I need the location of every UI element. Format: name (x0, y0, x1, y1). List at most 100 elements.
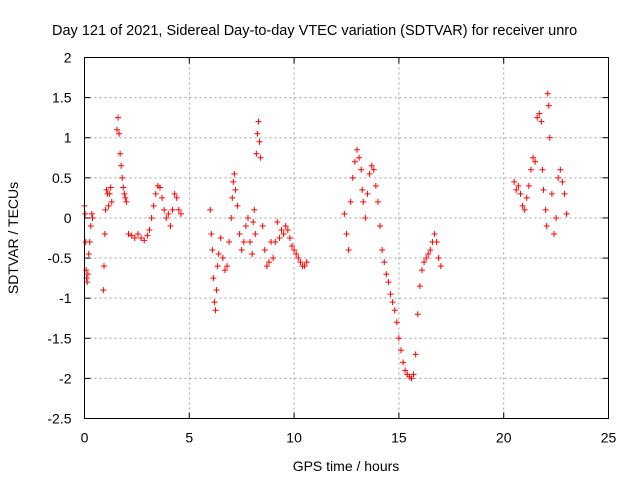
data-point (349, 174, 356, 181)
data-point (553, 214, 560, 221)
data-point (427, 247, 434, 254)
data-point (545, 102, 552, 109)
data-point (108, 198, 115, 205)
data-marks (81, 90, 570, 382)
y-tick-label: 1.5 (52, 90, 72, 106)
data-point (527, 166, 534, 173)
data-point (84, 279, 91, 286)
data-point (410, 371, 417, 378)
data-point (128, 232, 135, 239)
data-point (379, 247, 386, 254)
data-point (412, 351, 419, 358)
data-point (278, 226, 285, 233)
data-point (87, 222, 94, 229)
data-point (368, 162, 375, 169)
data-point (525, 182, 532, 189)
data-point (113, 126, 120, 133)
data-point (226, 239, 233, 246)
data-point (519, 202, 526, 209)
data-point (169, 206, 176, 213)
data-point (397, 347, 404, 354)
x-tick-label: 5 (185, 430, 193, 446)
data-point (515, 182, 522, 189)
data-point (209, 247, 216, 254)
data-point (228, 214, 235, 221)
data-point (353, 146, 360, 153)
data-point (106, 190, 113, 197)
data-point (259, 222, 266, 229)
data-point (85, 251, 92, 258)
data-point (265, 259, 272, 266)
data-point (249, 251, 256, 258)
y-tick-label: -2 (59, 370, 72, 386)
data-point (414, 311, 421, 318)
data-point (213, 287, 220, 294)
data-point (103, 186, 110, 193)
data-point (123, 198, 130, 205)
data-point (400, 359, 407, 366)
data-point (121, 190, 128, 197)
x-tick-label: 25 (601, 430, 617, 446)
data-point (175, 206, 182, 213)
y-tick-label: 0.5 (52, 170, 72, 186)
data-point (539, 166, 546, 173)
data-point (557, 166, 564, 173)
data-point (232, 186, 239, 193)
data-point (125, 230, 132, 237)
data-point (117, 150, 124, 157)
x-tick-label: 15 (391, 430, 407, 446)
data-point (253, 150, 260, 157)
data-point (263, 263, 270, 270)
y-tick-label: -1.5 (47, 330, 71, 346)
data-point (291, 247, 298, 254)
data-point (395, 335, 402, 342)
data-point (231, 170, 238, 177)
data-point (343, 230, 350, 237)
data-point (358, 166, 365, 173)
data-point (148, 214, 155, 221)
data-point (234, 202, 241, 209)
data-point (374, 198, 381, 205)
data-point (167, 222, 174, 229)
data-point (418, 267, 425, 274)
data-point (534, 114, 541, 121)
data-point (261, 247, 268, 254)
data-point (383, 271, 390, 278)
data-point (301, 263, 308, 270)
data-point (215, 251, 222, 258)
data-point (177, 210, 184, 217)
data-point (250, 218, 257, 225)
data-point (542, 206, 549, 213)
y-axis-label: SDTVAR / TECUs (5, 182, 21, 294)
data-point (391, 307, 398, 314)
data-point (230, 178, 237, 185)
data-point (256, 138, 263, 145)
data-point (251, 206, 258, 213)
y-tick-label: -1 (59, 290, 72, 306)
axis-ticks: 0 5 10 15 20 25 2 1.5 1 0.5 0 -0.5 -1 -1.5 -2 -2.5 (47, 50, 616, 446)
data-point (141, 237, 148, 244)
data-point (161, 206, 168, 213)
data-point (255, 118, 262, 125)
y-tick-label: 2 (64, 50, 72, 66)
data-point (517, 190, 524, 197)
data-point (521, 206, 528, 213)
data-point (156, 184, 163, 191)
data-point (543, 222, 550, 229)
data-point (387, 291, 394, 298)
data-point (381, 259, 388, 266)
x-tick-label: 20 (496, 430, 512, 446)
data-point (423, 255, 430, 262)
data-point (544, 90, 551, 97)
data-point (219, 255, 226, 262)
y-tick-label: -2.5 (47, 411, 71, 427)
data-point (280, 230, 287, 237)
data-point (159, 194, 166, 201)
data-point (551, 230, 558, 237)
data-point (270, 255, 277, 262)
data-point (435, 255, 442, 262)
data-point (366, 170, 373, 177)
data-point (360, 198, 367, 205)
y-tick-label: -0.5 (47, 250, 71, 266)
